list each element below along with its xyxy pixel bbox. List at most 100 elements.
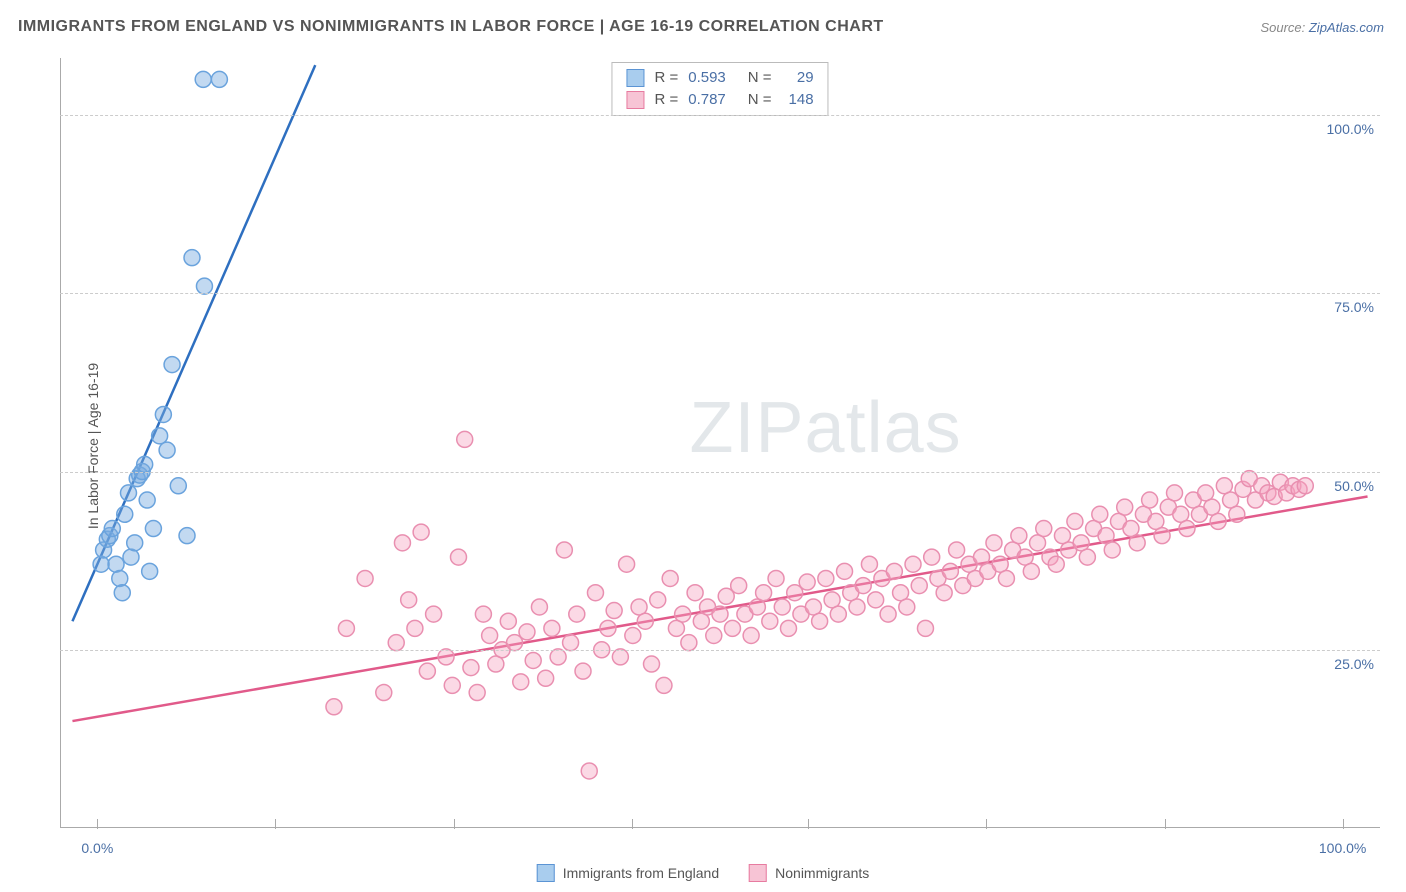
data-point — [1117, 499, 1133, 515]
data-point — [457, 431, 473, 447]
data-point — [942, 563, 958, 579]
data-point — [463, 660, 479, 676]
source-link[interactable]: ZipAtlas.com — [1309, 20, 1384, 35]
data-point — [656, 677, 672, 693]
data-point — [469, 685, 485, 701]
data-point — [112, 570, 128, 586]
chart-svg — [60, 58, 1380, 828]
data-point — [743, 628, 759, 644]
data-point — [986, 535, 1002, 551]
data-point — [837, 563, 853, 579]
data-point — [830, 606, 846, 622]
data-point — [886, 563, 902, 579]
data-point — [184, 250, 200, 266]
data-point — [394, 535, 410, 551]
data-point — [1048, 556, 1064, 572]
data-point — [1067, 513, 1083, 529]
swatch-series-0 — [537, 864, 555, 882]
legend-label-1: Nonimmigrants — [775, 865, 869, 881]
data-point — [519, 624, 535, 640]
data-point — [376, 685, 392, 701]
data-point — [170, 478, 186, 494]
r-label: R = — [654, 67, 678, 89]
x-tick — [1165, 819, 1166, 829]
data-point — [868, 592, 884, 608]
data-point — [1036, 521, 1052, 537]
data-point — [905, 556, 921, 572]
data-point — [513, 674, 529, 690]
gridline-h — [60, 293, 1380, 294]
gridline-h — [60, 472, 1380, 473]
data-point — [407, 620, 423, 636]
data-point — [1297, 478, 1313, 494]
data-point — [142, 563, 158, 579]
data-point — [1011, 528, 1027, 544]
data-point — [768, 570, 784, 586]
data-point — [681, 635, 697, 651]
data-point — [575, 663, 591, 679]
data-point — [563, 635, 579, 651]
gridline-h — [60, 115, 1380, 116]
data-point — [531, 599, 547, 615]
data-point — [164, 357, 180, 373]
swatch-series-0 — [626, 69, 644, 87]
y-tick-label: 100.0% — [1327, 121, 1374, 137]
data-point — [444, 677, 460, 693]
corr-row-1: R = 0.787 N = 148 — [626, 89, 813, 111]
data-point — [195, 71, 211, 87]
y-tick-label: 25.0% — [1334, 656, 1374, 672]
data-point — [731, 578, 747, 594]
y-tick-label: 50.0% — [1334, 478, 1374, 494]
data-point — [644, 656, 660, 672]
data-point — [612, 649, 628, 665]
data-point — [924, 549, 940, 565]
x-tick — [454, 819, 455, 829]
bottom-legend: Immigrants from England Nonimmigrants — [537, 864, 870, 882]
data-point — [600, 620, 616, 636]
data-point — [544, 620, 560, 636]
data-point — [911, 578, 927, 594]
corr-row-0: R = 0.593 N = 29 — [626, 67, 813, 89]
data-point — [712, 606, 728, 622]
data-point — [1179, 521, 1195, 537]
data-point — [581, 763, 597, 779]
data-point — [117, 506, 133, 522]
data-point — [1154, 528, 1170, 544]
data-point — [756, 585, 772, 601]
data-point — [145, 521, 161, 537]
data-point — [569, 606, 585, 622]
data-point — [482, 628, 498, 644]
data-point — [152, 428, 168, 444]
data-point — [538, 670, 554, 686]
data-point — [139, 492, 155, 508]
r-label: R = — [654, 89, 678, 111]
data-point — [998, 570, 1014, 586]
data-point — [114, 585, 130, 601]
y-tick-label: 75.0% — [1334, 299, 1374, 315]
plot-area: R = 0.593 N = 29 R = 0.787 N = 148 ZIPat… — [60, 58, 1380, 828]
data-point — [625, 628, 641, 644]
data-point — [762, 613, 778, 629]
data-point — [936, 585, 952, 601]
x-tick-label: 0.0% — [81, 840, 113, 856]
data-point — [401, 592, 417, 608]
data-point — [1129, 535, 1145, 551]
data-point — [159, 442, 175, 458]
data-point — [419, 663, 435, 679]
data-point — [799, 574, 815, 590]
data-point — [120, 485, 136, 501]
r-value-0: 0.593 — [688, 67, 726, 89]
data-point — [357, 570, 373, 586]
data-point — [1104, 542, 1120, 558]
data-point — [880, 606, 896, 622]
data-point — [426, 606, 442, 622]
data-point — [556, 542, 572, 558]
data-point — [724, 620, 740, 636]
data-point — [104, 521, 120, 537]
data-point — [93, 556, 109, 572]
data-point — [849, 599, 865, 615]
data-point — [326, 699, 342, 715]
x-tick — [275, 819, 276, 829]
data-point — [650, 592, 666, 608]
data-point — [662, 570, 678, 586]
